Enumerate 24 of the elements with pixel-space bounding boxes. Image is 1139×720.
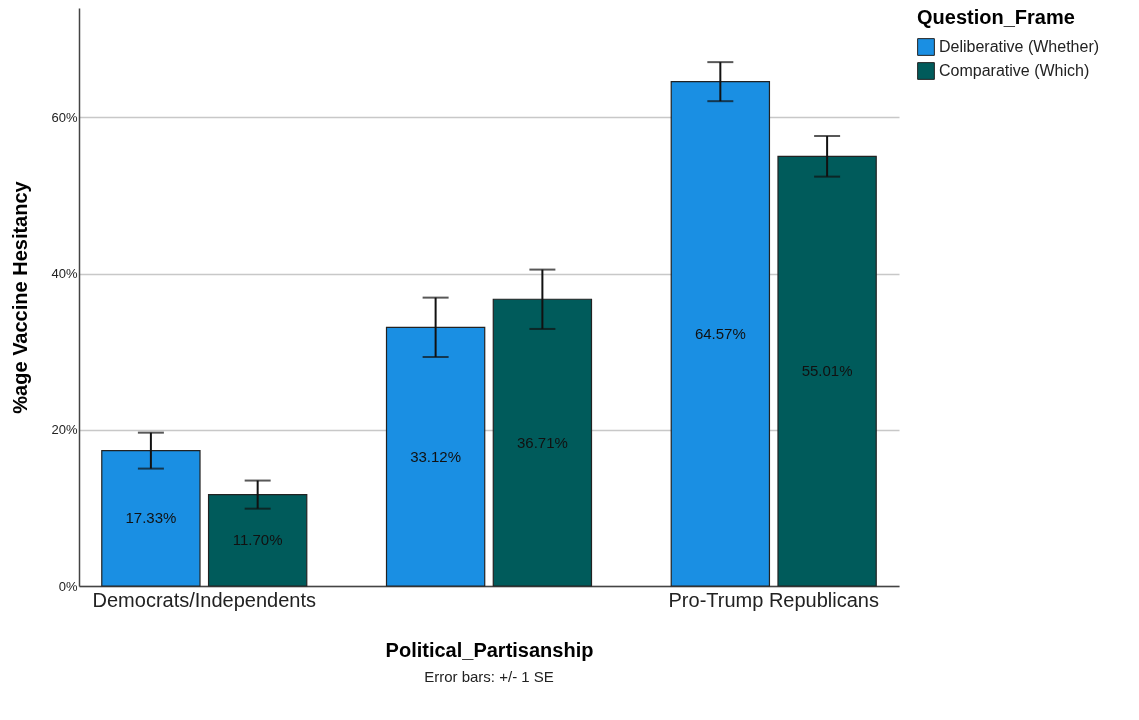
legend-label: Comparative (Which) — [939, 62, 1090, 79]
data-label: 36.71% — [516, 433, 568, 451]
data-label: 33.12% — [410, 447, 462, 465]
x-tick-label: Democrats/Independents — [92, 588, 317, 611]
text: Error bars: +/- 1 SE — [424, 668, 554, 685]
data-label: 64.57% — [694, 324, 746, 342]
data-label: 11.70% — [232, 531, 283, 549]
bar — [670, 81, 771, 587]
bar — [385, 326, 486, 587]
bar — [777, 155, 877, 587]
legend-label: Deliberative (Whether) — [939, 38, 1100, 55]
bar — [207, 494, 308, 587]
x-tick-label: Pro-Trump Republicans — [668, 588, 879, 611]
y-tick-label: 40% — [51, 266, 78, 282]
bar — [492, 298, 593, 587]
data-label: 17.33% — [125, 509, 177, 527]
y-tick-label: 0% — [58, 578, 78, 594]
y-tick-label: 20% — [51, 422, 78, 438]
x-axis-title: Political_Partisanship — [385, 638, 594, 661]
y-axis-title: %age Vaccine Hesitancy — [9, 180, 32, 414]
bar — [101, 450, 201, 587]
y-tick-label: 60% — [51, 109, 78, 125]
legend-title: Question_Frame — [917, 6, 1075, 28]
data-label: 55.01% — [801, 362, 853, 380]
